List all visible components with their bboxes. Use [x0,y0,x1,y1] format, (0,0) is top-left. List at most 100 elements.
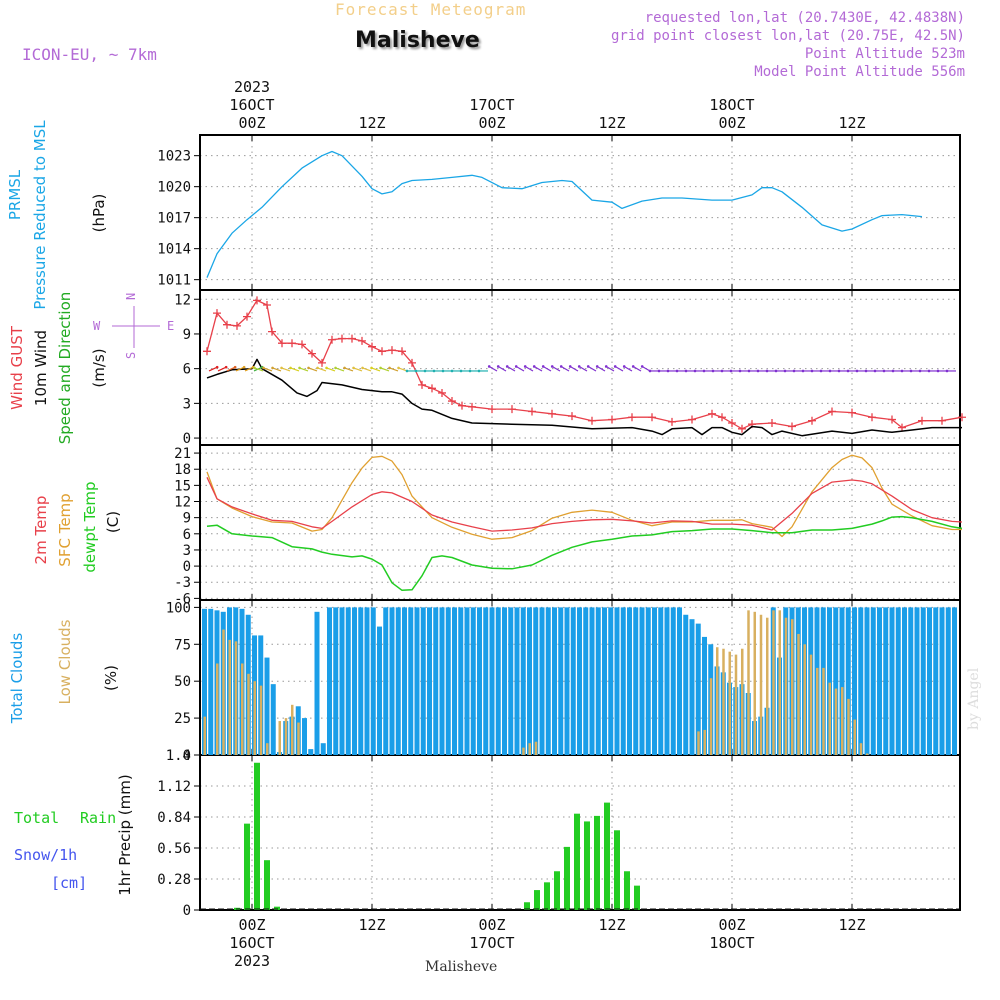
gust-point [628,413,636,422]
gust-point [898,423,906,432]
rain-legend-total: Total [14,809,59,827]
gust-point [438,388,446,397]
total-cloud-bar [852,607,857,755]
total-cloud-bar [658,607,664,755]
low-cloud-bar [816,667,819,755]
footer-station: Malisheve [425,959,498,975]
time-tick-label-top: 12Z [358,114,385,132]
direction-arrow [398,367,408,372]
time-tick-label-bottom: 12Z [838,916,865,934]
gust-point [213,309,221,318]
low-cloud-bar [841,687,844,755]
y-tick-label: -3 [174,575,191,591]
total-cloud-bar [677,607,682,755]
time-tick-label-bottom: 12Z [598,916,625,934]
total-cloud-bar [364,607,370,755]
direction-arrow [533,365,543,372]
y-tick-label: 1020 [157,180,191,196]
low-cloud-bar [772,610,775,755]
direction-arrow [578,365,588,372]
direction-arrow [488,365,498,372]
direction-arrow-head [918,369,922,373]
rain-bar [274,906,280,910]
gust-point [308,349,316,358]
low-cloud-bar [828,682,831,755]
low-cloud-bar [834,688,838,755]
low-cloud-bar [241,663,244,755]
rain-bar [254,762,260,910]
gust-point [428,384,436,393]
direction-arrow-head [711,369,715,373]
gust-point [918,416,926,425]
y-tick-label: 1011 [157,273,191,289]
y-tick-label: 15 [174,478,191,494]
total-cloud-bar [833,607,839,755]
y-tick-label: 0 [183,559,191,575]
direction-arrow [641,365,651,372]
gust-point [718,413,726,422]
direction-arrow-head [414,369,418,373]
total-cloud-bar [664,607,670,755]
direction-arrow-head [423,369,427,373]
y-tick-label: 1014 [157,242,191,258]
direction-arrow [353,367,363,372]
total-cloud-bar [327,607,332,755]
y-tick-label: 12 [174,495,191,511]
rain-bar [594,815,600,910]
snow-legend: Snow/1h [14,846,77,864]
direction-arrow [281,367,291,372]
direction-arrow [290,367,300,372]
direction-arrow [317,367,327,372]
rose-north: N [124,293,138,300]
gust-point [263,301,271,310]
total-cloud-bar [652,607,657,755]
y-tick-label: 1017 [157,211,191,227]
gust-point [668,417,676,426]
rose-south: S [124,352,138,359]
y-tick-label: 6 [183,527,191,543]
y-tick-label: 0.84 [157,810,191,826]
low-cloud-bar [759,614,763,755]
gust-point [738,424,746,433]
time-tick-label-bottom: 16OCT [229,934,274,952]
gust-point [418,380,426,389]
total-cloud-bar [383,607,389,755]
y-tick-label: 0 [183,431,191,447]
total-cloud-bar [939,607,945,755]
low-cloud-bar [284,718,288,755]
direction-arrow-head [379,366,382,370]
total-cloud-bar [433,607,439,755]
low-cloud-bar [203,716,206,755]
model-point-altitude: Model Point Altitude 556m [754,64,965,80]
y-tick-label: 1.4 [166,748,191,764]
total-cloud-bar [352,607,357,755]
gust-point [648,413,656,422]
station-name: Malisheve [355,28,480,53]
direction-arrow-head [253,366,256,370]
total-cloud-bar [420,607,426,755]
low-cloud-bar [822,667,825,755]
direction-arrow-head [388,366,391,370]
total-cloud-bar [477,607,482,755]
low-cloud-bar [847,698,850,755]
total-cloud-bar [695,623,701,755]
time-tick-label-bottom: 00Z [478,916,505,934]
direction-arrow-head [405,369,409,373]
direction-arrow-head [729,369,733,373]
pressure-unit-label: (hPa) [90,194,108,233]
direction-arrow [515,365,525,372]
total-cloud-bar [895,607,901,755]
direction-arrow-head [316,366,319,370]
rain-bar [604,802,610,910]
y-tick-label: 0 [183,748,191,764]
gust-point [358,336,366,345]
direction-arrow-head [459,369,463,373]
y-tick-label: 3 [183,396,191,412]
gust-point [243,312,251,321]
total-clouds-label: Total Clouds [8,633,26,725]
direction-arrow-head [233,365,237,369]
time-tick-label-top: 00Z [478,114,505,132]
low-cloud-bar [234,641,238,755]
